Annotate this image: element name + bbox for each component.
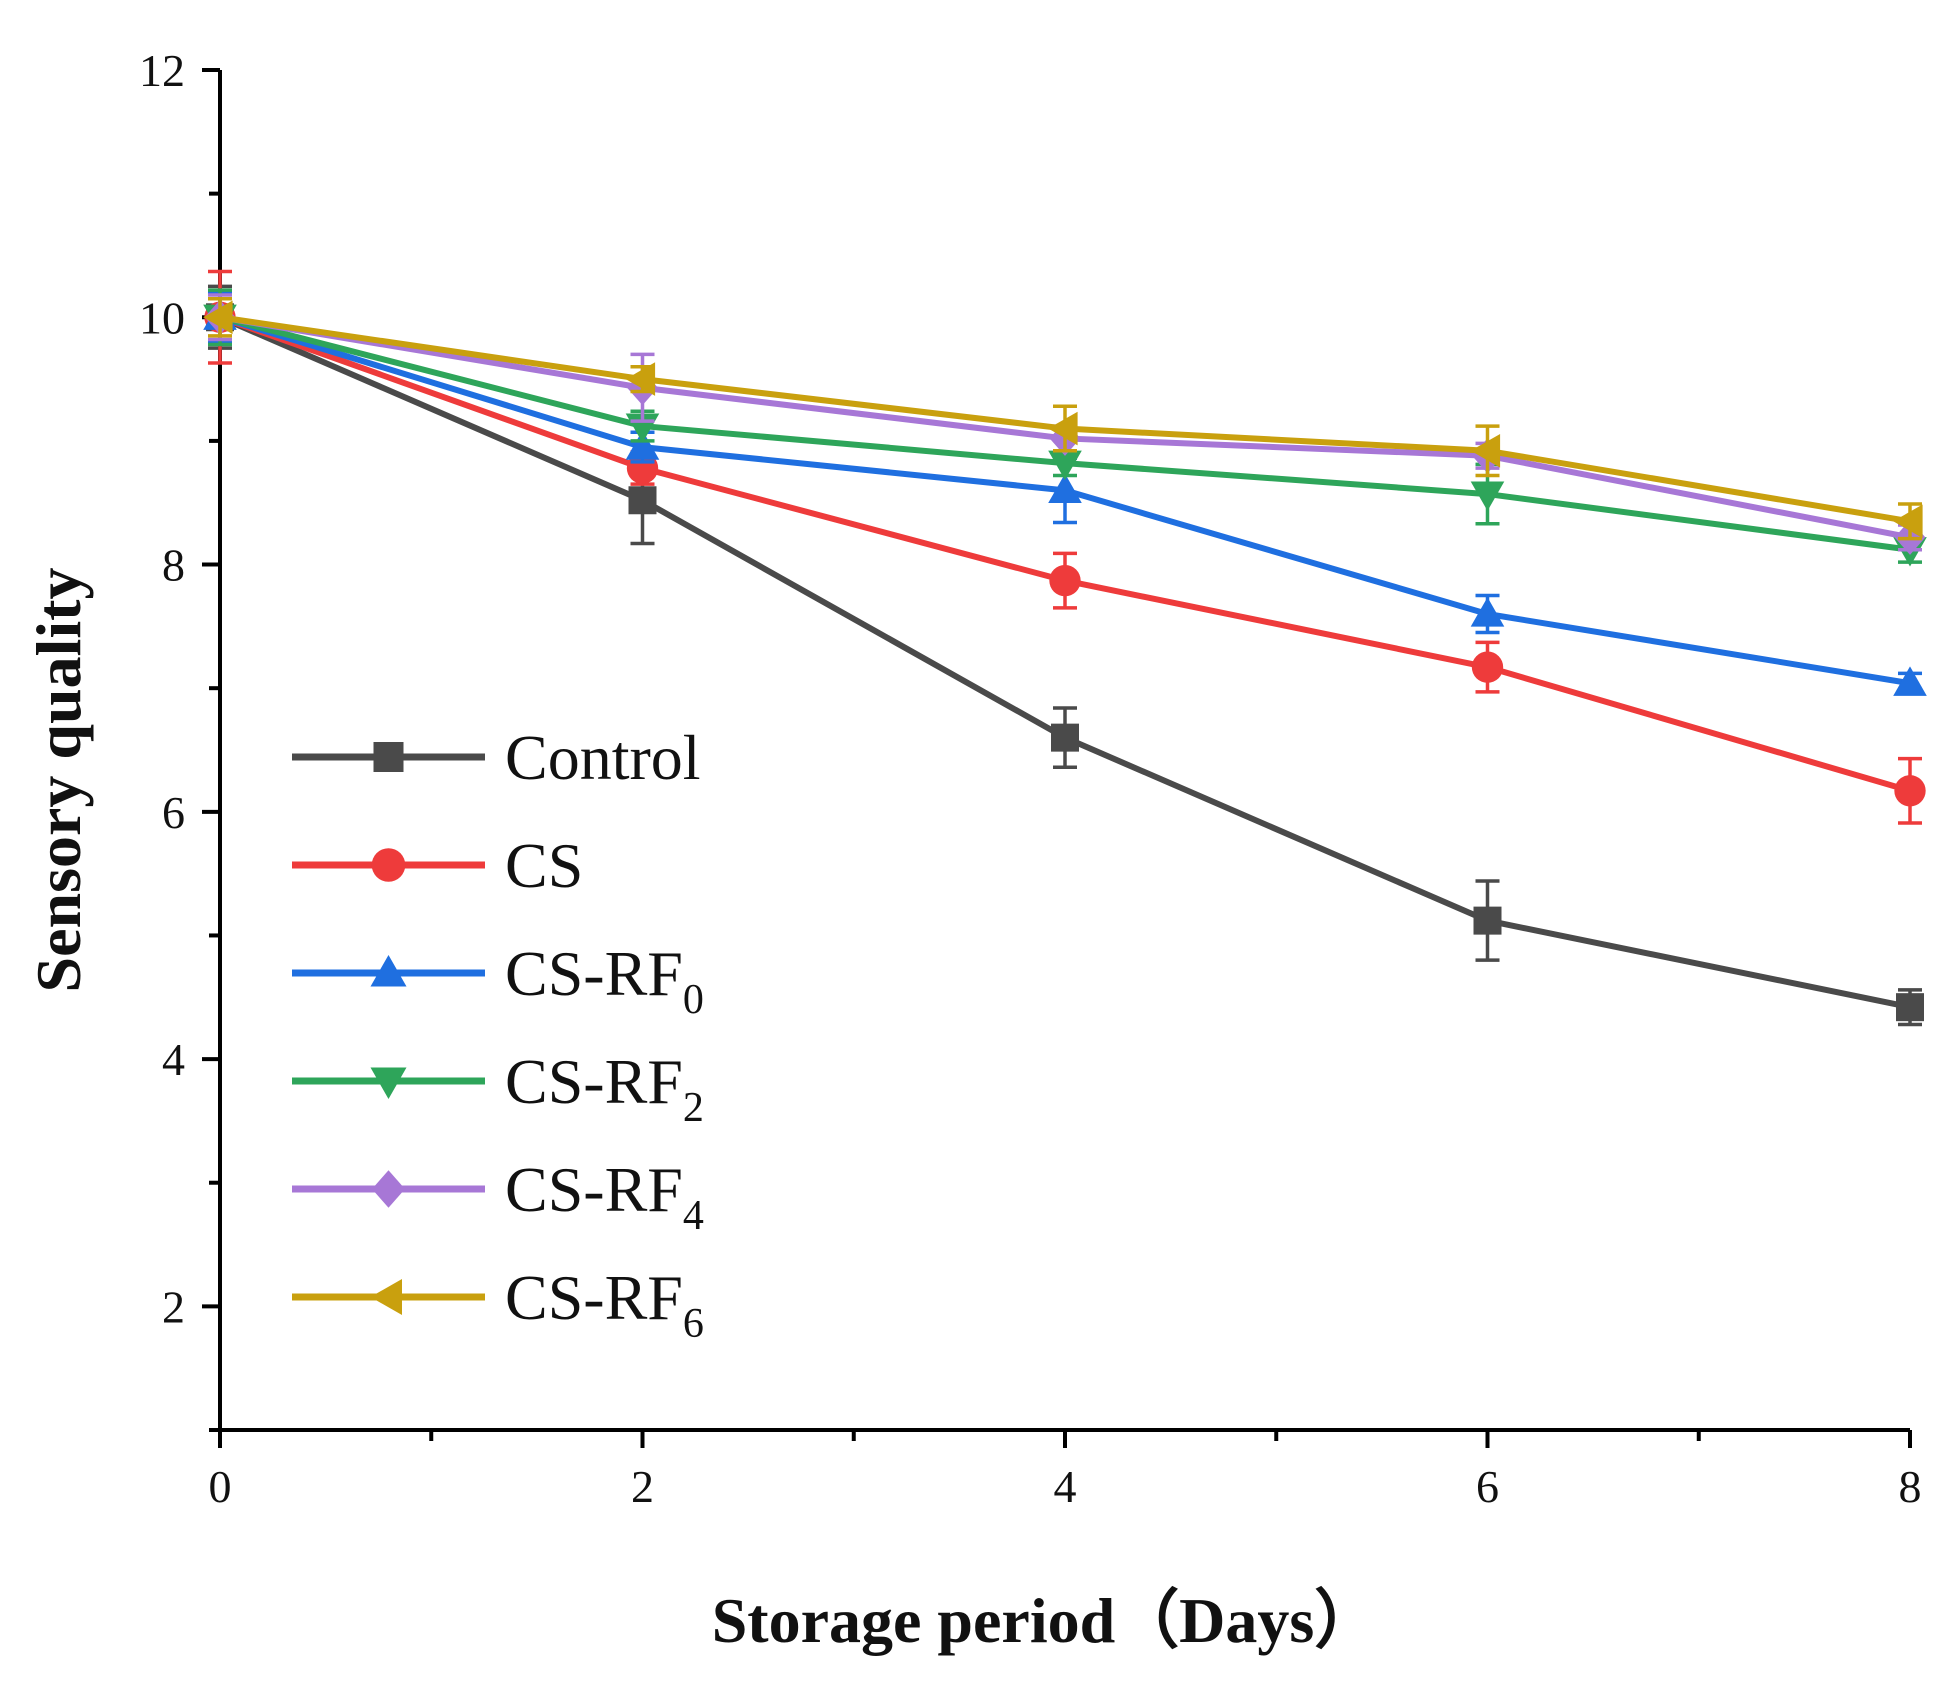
- x-tick-label: 4: [1054, 1461, 1077, 1512]
- series-control: [206, 284, 1924, 1027]
- data-point: [1470, 597, 1505, 627]
- x-axis-title: Storage period（Days）: [712, 1585, 1379, 1656]
- axes: 2 4 6 8 10 12 0 2 4 6 8: [139, 45, 1922, 1512]
- legend-label: Control: [505, 722, 701, 793]
- data-point: [1893, 504, 1923, 539]
- legend-label: CS: [505, 830, 583, 901]
- legend-label: CS-RF2: [505, 1046, 704, 1131]
- data-point: [1896, 993, 1924, 1022]
- y-tick-label: 12: [139, 45, 185, 96]
- y-tick-label: 10: [139, 292, 185, 343]
- legend-marker: [370, 955, 407, 987]
- data-point: [1049, 564, 1081, 597]
- data-point: [1051, 723, 1079, 752]
- data-point: [628, 486, 657, 515]
- legend-marker: [371, 848, 406, 882]
- y-tick-label: 8: [162, 540, 185, 591]
- legend-label: CS-RF6: [505, 1262, 704, 1347]
- y-axis-title: Sensory quality: [23, 568, 94, 993]
- legend-item-cs-rf0: CS-RF0: [292, 938, 704, 1023]
- data-point: [1470, 481, 1505, 511]
- legend-marker: [373, 742, 404, 772]
- legend-label: CS-RF4: [505, 1154, 704, 1239]
- data-point: [625, 362, 656, 396]
- data-point: [625, 430, 660, 460]
- x-tick-label: 6: [1476, 1461, 1499, 1512]
- data-point: [1048, 473, 1082, 503]
- legend-item-cs-rf4: CS-RF4: [292, 1154, 704, 1239]
- data-point: [1471, 651, 1504, 683]
- series-cs-rf6: [203, 296, 1923, 541]
- legend: Control CS CS-RF0 CS-RF2 CS-RF4 CS-RF6: [292, 722, 704, 1347]
- y-ticks: 2 4 6 8 10 12: [139, 45, 220, 1432]
- y-tick-label: 6: [162, 787, 185, 838]
- y-tick-label: 2: [162, 1281, 185, 1332]
- data-point: [1470, 434, 1501, 468]
- x-tick-label: 0: [209, 1461, 232, 1512]
- x-tick-label: 2: [631, 1461, 654, 1512]
- legend-item-cs-rf2: CS-RF2: [292, 1046, 704, 1131]
- data-point: [203, 300, 233, 335]
- legend-label: CS-RF0: [505, 938, 704, 1023]
- data-point: [1893, 666, 1927, 696]
- x-tick-label: 8: [1899, 1461, 1922, 1512]
- legend-item-cs-rf6: CS-RF6: [292, 1262, 704, 1347]
- data-point: [1048, 411, 1078, 446]
- legend-item-cs: CS: [292, 830, 583, 901]
- y-tick-label: 4: [162, 1034, 185, 1085]
- legend-marker: [370, 1067, 407, 1099]
- data-point: [1473, 906, 1502, 935]
- x-ticks: 0 2 4 6 8: [209, 1430, 1922, 1512]
- legend-marker: [372, 1170, 405, 1208]
- data-point: [1048, 450, 1082, 480]
- data-point: [1894, 775, 1926, 807]
- series-layer: [203, 269, 1927, 1027]
- legend-marker: [370, 1279, 402, 1315]
- legend-item-control: Control: [292, 722, 701, 793]
